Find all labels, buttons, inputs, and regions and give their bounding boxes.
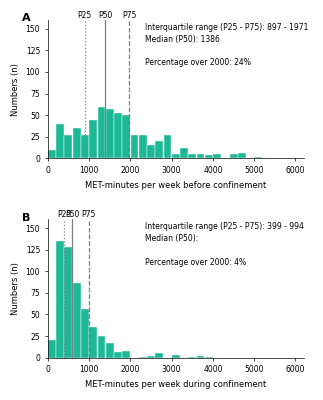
Bar xyxy=(254,157,262,158)
Bar xyxy=(48,150,56,158)
Bar xyxy=(65,135,72,158)
Bar xyxy=(188,154,196,158)
Bar xyxy=(155,141,163,158)
Bar xyxy=(89,328,97,358)
Bar xyxy=(205,357,213,358)
Text: Interquartile range (P25 - P75): 399 - 994
Median (P50):

Percentage over 2000: : Interquartile range (P25 - P75): 399 - 9… xyxy=(145,222,304,266)
Bar xyxy=(139,135,147,158)
Bar xyxy=(56,124,64,158)
Bar xyxy=(197,356,204,358)
Text: A: A xyxy=(22,13,31,23)
Bar xyxy=(106,109,114,158)
Bar xyxy=(122,115,130,158)
Text: Interquartile range (P25 - P75): 897 - 1971
Median (P50): 1386

Percentage over : Interquartile range (P25 - P75): 897 - 1… xyxy=(145,23,308,67)
Bar xyxy=(114,114,122,158)
Bar xyxy=(238,153,246,158)
Text: P50: P50 xyxy=(98,11,112,20)
Bar xyxy=(205,155,213,158)
Bar xyxy=(180,148,188,158)
Bar xyxy=(188,357,196,358)
Bar xyxy=(147,146,155,158)
Bar xyxy=(81,135,89,158)
Y-axis label: Numbers (n): Numbers (n) xyxy=(11,63,20,116)
Bar xyxy=(98,336,105,358)
Text: P75: P75 xyxy=(122,11,136,20)
Bar xyxy=(122,351,130,358)
Bar xyxy=(98,106,105,158)
Bar xyxy=(56,241,64,358)
Bar xyxy=(163,135,172,158)
Y-axis label: Numbers (n): Numbers (n) xyxy=(11,262,20,315)
Bar xyxy=(114,352,122,358)
Text: P50: P50 xyxy=(65,210,79,220)
Text: P25: P25 xyxy=(78,11,92,20)
Bar xyxy=(230,154,237,158)
Bar xyxy=(73,282,81,358)
Bar xyxy=(213,154,221,158)
X-axis label: MET-minutes per week before confinement: MET-minutes per week before confinement xyxy=(85,180,266,190)
Text: P75: P75 xyxy=(82,210,96,220)
Bar xyxy=(139,357,147,358)
Bar xyxy=(130,135,139,158)
Bar xyxy=(147,356,155,358)
Bar xyxy=(73,128,81,158)
Text: P25: P25 xyxy=(57,210,71,220)
Bar xyxy=(65,247,72,358)
Bar xyxy=(106,343,114,358)
Bar xyxy=(172,154,180,158)
Bar xyxy=(197,154,204,158)
X-axis label: MET-minutes per week during confinement: MET-minutes per week during confinement xyxy=(85,380,266,389)
Bar xyxy=(89,120,97,158)
Bar xyxy=(155,353,163,358)
Text: B: B xyxy=(22,212,31,222)
Bar xyxy=(48,340,56,358)
Bar xyxy=(81,309,89,358)
Bar xyxy=(172,355,180,358)
